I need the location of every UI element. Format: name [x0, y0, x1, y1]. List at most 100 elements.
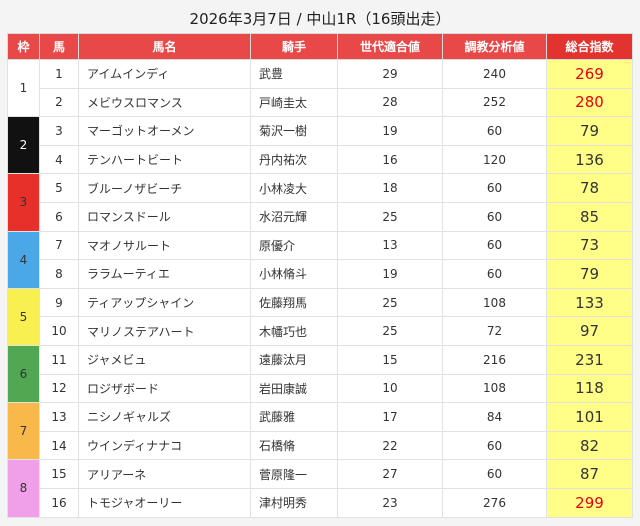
training-score: 60 — [442, 259, 547, 289]
training-score: 252 — [442, 87, 547, 118]
horse-name: ロマンスドール — [78, 201, 251, 232]
jockey-name: 菅原隆一 — [250, 459, 338, 489]
jockey-name: 武豊 — [250, 59, 338, 89]
horse-name: アイムインディ — [78, 59, 251, 89]
generation-score: 25 — [337, 201, 443, 232]
total-index: 231 — [546, 344, 633, 375]
horse-name: ジャメビュ — [78, 344, 251, 375]
training-score: 108 — [442, 287, 547, 318]
waku-cell: 3 — [7, 173, 40, 232]
jockey-name: 菊沢一樹 — [250, 116, 338, 146]
horse-number: 10 — [39, 316, 79, 346]
total-index: 101 — [546, 402, 633, 432]
waku-cell: 5 — [7, 287, 40, 346]
generation-score: 23 — [337, 487, 443, 518]
total-index: 299 — [546, 487, 633, 518]
horse-number: 14 — [39, 430, 79, 461]
header-training-score: 調教分析値 — [442, 33, 547, 60]
generation-score: 25 — [337, 316, 443, 346]
horse-number: 1 — [39, 59, 79, 89]
horse-number: 7 — [39, 230, 79, 261]
total-index: 118 — [546, 373, 633, 404]
race-title: 2026年3月7日 / 中山1R（16頭出走） — [189, 10, 451, 28]
generation-score: 25 — [337, 287, 443, 318]
horse-number: 2 — [39, 87, 79, 118]
horse-number: 12 — [39, 373, 79, 404]
header-waku: 枠 — [7, 33, 40, 60]
horse-number: 5 — [39, 173, 79, 203]
total-index: 136 — [546, 144, 633, 175]
horse-number: 9 — [39, 287, 79, 318]
jockey-name: 丹内祐次 — [250, 144, 338, 175]
horse-number: 6 — [39, 201, 79, 232]
total-index: 280 — [546, 87, 633, 118]
table-row: 4 テンハートビート 丹内祐次 16 120 136 — [8, 144, 633, 175]
total-index: 85 — [546, 201, 633, 232]
generation-score: 13 — [337, 230, 443, 261]
table-row: 7 13 ニシノギャルズ 武藤雅 17 84 101 — [7, 402, 633, 461]
header-generation-score: 世代適合値 — [337, 33, 443, 60]
horse-number: 13 — [39, 402, 79, 432]
generation-score: 16 — [337, 144, 443, 175]
jockey-name: 水沼元輝 — [250, 201, 338, 232]
total-index: 79 — [546, 259, 633, 289]
training-score: 60 — [442, 173, 547, 203]
generation-score: 19 — [337, 116, 443, 146]
table-row: 8 15 アリアーネ 菅原隆一 27 60 87 — [7, 459, 633, 518]
header-total-index: 総合指数 — [546, 33, 633, 60]
table-header-row: 枠 馬 馬名 騎手 世代適合値 調教分析値 総合指数 — [7, 33, 633, 60]
horse-name: マオノサルート — [78, 230, 251, 261]
horse-name: メビウスロマンス — [78, 87, 251, 118]
jockey-name: 小林凌大 — [250, 173, 338, 203]
waku-cell: 4 — [7, 230, 40, 289]
table-row: 10 マリノステアハート 木幡巧也 25 72 97 — [8, 316, 633, 346]
waku-cell: 2 — [7, 116, 40, 175]
total-index: 269 — [546, 59, 633, 89]
horse-name: アリアーネ — [78, 459, 251, 489]
header-jockey: 騎手 — [250, 33, 338, 60]
header-number: 馬 — [39, 33, 79, 60]
horse-name: マリノステアハート — [78, 316, 251, 346]
training-score: 240 — [442, 59, 547, 89]
training-score: 60 — [442, 430, 547, 461]
table-row: 6 ロマンスドール 水沼元輝 25 60 85 — [8, 201, 633, 232]
training-score: 60 — [442, 201, 547, 232]
horse-number: 11 — [39, 344, 79, 375]
horse-name: ララムーティエ — [78, 259, 251, 289]
total-index: 82 — [546, 430, 633, 461]
total-index: 73 — [546, 230, 633, 261]
generation-score: 18 — [337, 173, 443, 203]
generation-score: 22 — [337, 430, 443, 461]
jockey-name: 佐藤翔馬 — [250, 287, 338, 318]
horse-name: テンハートビート — [78, 144, 251, 175]
horse-number: 4 — [39, 144, 79, 175]
horse-name: トモジャオーリー — [78, 487, 251, 518]
jockey-name: 小林脩斗 — [250, 259, 338, 289]
generation-score: 29 — [337, 59, 443, 89]
waku-cell: 6 — [7, 344, 40, 404]
table-row: 2 メビウスロマンス 戸崎圭太 28 252 280 — [8, 87, 633, 118]
horse-number: 8 — [39, 259, 79, 289]
horse-name: ウインディナナコ — [78, 430, 251, 461]
total-index: 78 — [546, 173, 633, 203]
horse-name: ブルーノザビーチ — [78, 173, 251, 203]
training-score: 60 — [442, 116, 547, 146]
total-index: 133 — [546, 287, 633, 318]
horse-number: 3 — [39, 116, 79, 146]
total-index: 97 — [546, 316, 633, 346]
horse-name: ニシノギャルズ — [78, 402, 251, 432]
generation-score: 10 — [337, 373, 443, 404]
horse-name: ティアップシャイン — [78, 287, 251, 318]
training-score: 60 — [442, 230, 547, 261]
training-score: 60 — [442, 459, 547, 489]
jockey-name: 岩田康誠 — [250, 373, 338, 404]
jockey-name: 木幡巧也 — [250, 316, 338, 346]
jockey-name: 戸崎圭太 — [250, 87, 338, 118]
horse-name: マーゴットオーメン — [78, 116, 251, 146]
horse-number: 15 — [39, 459, 79, 489]
